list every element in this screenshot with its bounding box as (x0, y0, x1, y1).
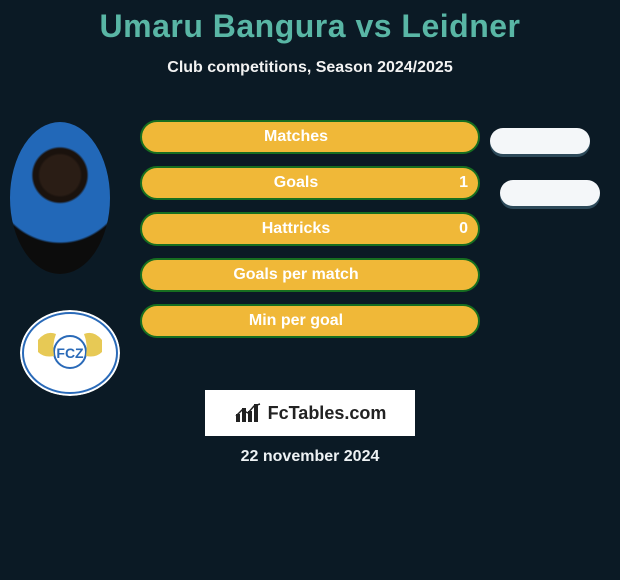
stat-bar: Matches (140, 120, 480, 154)
svg-text:FCZ: FCZ (56, 345, 84, 361)
club-logo: FCZ (20, 310, 120, 396)
footer-date: 22 november 2024 (0, 448, 620, 466)
stat-label: Goals per match (142, 266, 450, 284)
stat-bar: Hattricks 0 (140, 212, 480, 246)
footer-brand[interactable]: FcTables.com (205, 390, 415, 436)
stat-value: 0 (450, 220, 478, 238)
bar-chart-icon (234, 402, 262, 424)
page-subtitle: Club competitions, Season 2024/2025 (0, 59, 620, 77)
stat-value: 1 (450, 174, 478, 192)
stat-label: Goals (142, 174, 450, 192)
comparison-pill (500, 180, 600, 206)
player-photo (10, 122, 110, 274)
footer-brand-wrap: FcTables.com (0, 390, 620, 436)
stat-row-goals-per-match: Goals per match (140, 258, 610, 292)
page-title: Umaru Bangura vs Leidner (0, 0, 620, 45)
stat-row-hattricks: Hattricks 0 (140, 212, 610, 246)
stat-bar: Goals 1 (140, 166, 480, 200)
club-logo-svg: FCZ (20, 310, 120, 396)
stat-bar: Goals per match (140, 258, 480, 292)
stat-label: Min per goal (142, 312, 450, 330)
stat-row-min-per-goal: Min per goal (140, 304, 610, 338)
stat-label: Matches (142, 128, 450, 146)
stat-bar: Min per goal (140, 304, 480, 338)
stat-label: Hattricks (142, 220, 450, 238)
stats-list: Matches Goals 1 Hattricks 0 Goals per ma… (140, 120, 610, 350)
footer-brand-text: FcTables.com (268, 403, 387, 424)
comparison-card: Umaru Bangura vs Leidner Club competitio… (0, 0, 620, 580)
comparison-pill (490, 128, 590, 154)
